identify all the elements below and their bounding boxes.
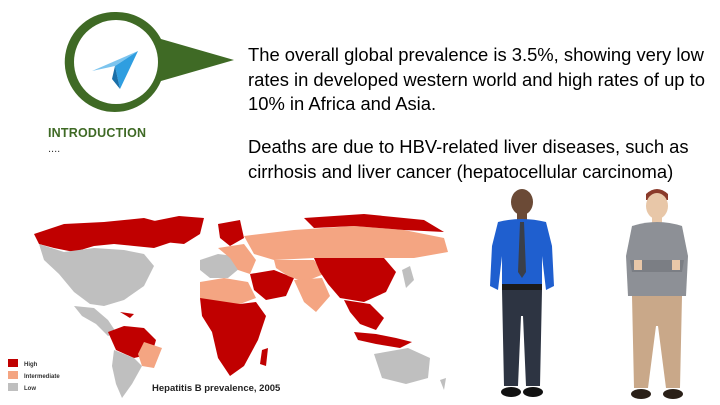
region-north-america-north <box>34 218 184 252</box>
region-siberia-north <box>304 214 444 232</box>
legend-swatch-high <box>8 359 18 367</box>
region-north-africa <box>200 278 256 306</box>
world-map-land <box>34 214 448 398</box>
region-indonesia <box>354 332 412 348</box>
region-south-america-south <box>112 350 142 398</box>
region-europe-east <box>218 244 256 274</box>
region-russia <box>244 226 448 260</box>
legend-swatch-intermediate <box>8 371 18 379</box>
region-east-asia <box>314 258 396 302</box>
region-central-america <box>74 306 116 336</box>
map-legend: High Intermediate Low <box>8 359 60 392</box>
legend-label-low: Low <box>24 386 36 392</box>
legend-swatch-low <box>8 383 18 391</box>
region-greenland <box>149 216 204 244</box>
legend-label-high: High <box>24 362 38 368</box>
region-southeast-asia <box>344 300 384 330</box>
region-madagascar <box>260 348 268 366</box>
legend-label-intermediate: Intermediate <box>24 374 60 380</box>
region-new-zealand <box>440 378 446 390</box>
region-middle-east <box>250 270 294 300</box>
intro-paragraph-deaths: Deaths are due to HBV-related liver dise… <box>248 136 689 182</box>
region-south-america-east <box>138 342 162 368</box>
region-south-asia <box>294 278 330 312</box>
map-caption: Hepatitis B prevalence, 2005 <box>152 383 281 394</box>
region-north-america <box>39 244 154 306</box>
section-title: INTRODUCTION <box>48 126 147 140</box>
section-badge <box>64 11 234 112</box>
man-blue-shirt-photo <box>490 189 554 397</box>
region-australia <box>374 348 430 384</box>
region-europe-west <box>200 254 240 278</box>
paper-plane-icon <box>92 51 138 89</box>
man-grey-sweater-photo <box>626 189 688 399</box>
hepatitis-b-prevalence-map: High Intermediate Low Hepatitis B preval… <box>8 214 448 398</box>
region-sub-saharan-africa <box>200 298 266 376</box>
region-caribbean <box>120 312 134 318</box>
region-scandinavia <box>218 220 244 246</box>
section-dots: .... <box>48 143 61 155</box>
intro-paragraph-prevalence: The overall global prevalence is 3.5%, s… <box>248 44 705 114</box>
region-central-asia <box>274 260 324 282</box>
region-japan <box>402 266 414 288</box>
